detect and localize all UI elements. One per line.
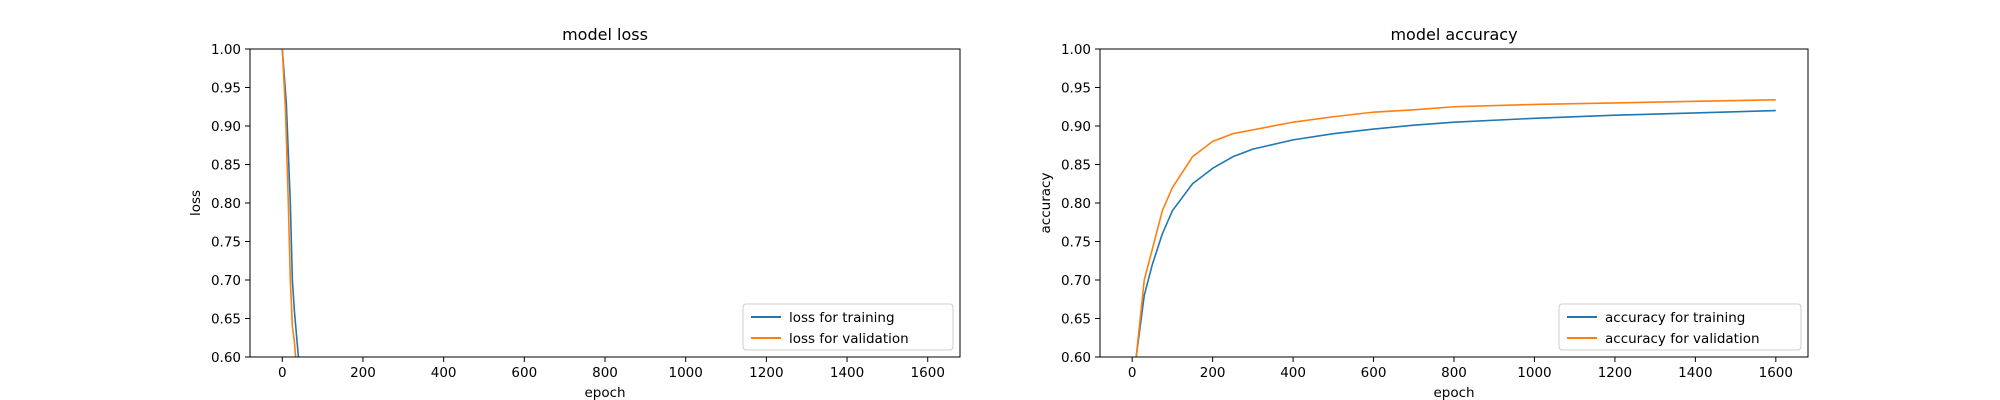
x-tick-label: 800 [592, 365, 618, 381]
y-tick-label: 0.70 [211, 273, 241, 289]
x-axis-label: epoch [1433, 385, 1474, 400]
x-tick-label: 1000 [1517, 365, 1551, 381]
x-tick-label: 400 [431, 365, 457, 381]
x-tick-label: 0 [278, 365, 287, 381]
x-axis-label: epoch [584, 385, 625, 400]
chart-title: model accuracy [1390, 25, 1517, 44]
x-tick-label: 800 [1441, 365, 1467, 381]
y-tick-label: 1.00 [211, 42, 241, 58]
legend-label: accuracy for validation [1605, 331, 1760, 347]
y-tick-label: 0.90 [211, 119, 241, 135]
y-tick-label: 0.75 [211, 235, 241, 251]
y-tick-label: 1.00 [1061, 42, 1091, 58]
x-tick-label: 1200 [1598, 365, 1632, 381]
x-tick-label: 600 [1361, 365, 1387, 381]
y-tick-label: 0.65 [211, 312, 241, 328]
y-axis-label: loss [188, 190, 204, 216]
legend-label: loss for validation [789, 331, 909, 347]
x-tick-label: 1200 [749, 365, 783, 381]
x-tick-label: 200 [350, 365, 376, 381]
y-tick-label: 0.85 [211, 158, 241, 174]
x-tick-label: 1000 [669, 365, 703, 381]
y-tick-label: 0.95 [211, 81, 241, 97]
x-tick-label: 0 [1128, 365, 1137, 381]
y-tick-label: 0.90 [1061, 119, 1091, 135]
y-tick-label: 0.60 [1061, 350, 1091, 366]
legend: loss for training loss for validation [742, 303, 954, 351]
chart-title: model loss [562, 25, 648, 44]
legend-label: accuracy for training [1605, 310, 1745, 326]
x-tick-label: 1600 [911, 365, 945, 381]
chart-panel-0: 0 200 400 600 800 1000 1200 1400 1600 0.60 0.65 0.7… [188, 25, 961, 400]
series-line-0-1 [281, 49, 297, 357]
x-tick-label: 600 [511, 365, 537, 381]
x-tick-label: 1400 [830, 365, 864, 381]
y-tick-label: 0.80 [211, 196, 241, 212]
y-tick-label: 0.95 [1061, 81, 1091, 97]
series-line-1-1 [1135, 99, 1776, 357]
y-tick-label: 0.80 [1061, 196, 1091, 212]
legend-box [1558, 303, 1802, 351]
y-tick-label: 0.60 [211, 350, 241, 366]
y-axis-label: accuracy [1038, 173, 1054, 234]
y-tick-label: 0.85 [1061, 158, 1091, 174]
chart-panel-1: 0 200 400 600 800 1000 1200 1400 1600 0.60 0.65 0.7… [1038, 25, 1809, 400]
x-tick-label: 1600 [1759, 365, 1793, 381]
legend-label: loss for training [789, 310, 895, 326]
x-tick-label: 400 [1280, 365, 1306, 381]
series-line-1-0 [1135, 109, 1776, 357]
x-tick-label: 200 [1200, 365, 1226, 381]
legend: accuracy for training accuracy for valida… [1558, 303, 1802, 351]
y-tick-label: 0.65 [1061, 312, 1091, 328]
series-line-0-0 [281, 49, 300, 357]
x-tick-label: 1400 [1678, 365, 1712, 381]
y-tick-label: 0.75 [1061, 235, 1091, 251]
legend-box [742, 303, 954, 351]
y-tick-label: 0.70 [1061, 273, 1091, 289]
